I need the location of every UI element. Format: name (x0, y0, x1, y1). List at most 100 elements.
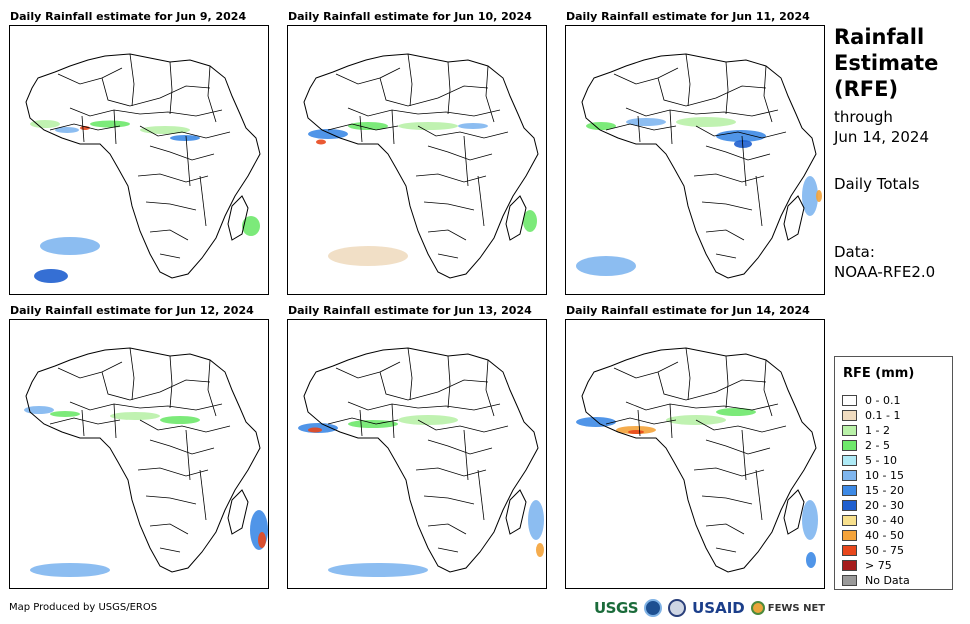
country-border (705, 523, 745, 535)
legend-item: 20 - 30 (842, 498, 904, 513)
country-border (637, 115, 641, 143)
country-border (69, 401, 223, 411)
country-border (715, 253, 737, 259)
rainfall-patch (328, 563, 428, 577)
country-border (755, 175, 763, 227)
rainfall-patch (806, 552, 816, 568)
country-border (415, 173, 487, 183)
country-border (705, 229, 745, 241)
map-panel-jun14 (565, 319, 825, 589)
rainfall-patch (308, 129, 348, 139)
country-border (437, 253, 459, 259)
legend-item: 0.1 - 1 (842, 408, 900, 423)
country-border (391, 109, 395, 145)
country-border (49, 417, 121, 425)
rainfall-patch (30, 120, 60, 128)
country-border (657, 371, 767, 401)
rainfall-patch (528, 500, 544, 540)
rainfall-patch (576, 417, 616, 427)
country-border (379, 371, 489, 401)
rainfall-patch (34, 269, 68, 283)
madagascar-outline (227, 195, 249, 241)
through-label: through (834, 108, 893, 126)
usgs-logo: USGS (594, 599, 639, 617)
africa-coastline (581, 53, 817, 279)
legend-item: > 75 (842, 558, 892, 573)
country-border (129, 347, 135, 401)
legend-label: 0 - 0.1 (865, 394, 901, 407)
country-border (359, 409, 363, 437)
country-border (185, 429, 191, 481)
legend-label: > 75 (865, 559, 892, 572)
madagascar-outline (783, 489, 805, 535)
country-border (149, 439, 215, 455)
africa-rainfall-map (298, 347, 544, 577)
country-border (695, 125, 787, 139)
country-border (423, 495, 475, 505)
map-panel-jun10 (287, 25, 547, 295)
legend-item: 0 - 0.1 (842, 393, 900, 408)
legend: RFE (mm) 0 - 0.1 0.1 - 1 1 - 2 2 - 5 5 - 10 1… (834, 356, 953, 590)
legend-swatch (842, 530, 857, 541)
country-border (137, 467, 209, 477)
legend-swatch (842, 560, 857, 571)
rainfall-patch (328, 246, 408, 266)
country-border (657, 77, 767, 107)
rainfall-patch (536, 543, 544, 557)
country-border (207, 359, 217, 417)
country-border (407, 347, 413, 401)
madagascar-outline (505, 195, 527, 241)
country-border (417, 125, 509, 139)
legend-item: 10 - 15 (842, 468, 904, 483)
legend-swatch (842, 575, 857, 586)
legend-item: 50 - 75 (842, 543, 904, 558)
country-border (391, 403, 395, 439)
rainfall-patch (316, 139, 326, 145)
country-border (463, 429, 469, 481)
country-border (57, 67, 123, 85)
country-border (669, 109, 673, 145)
country-border (335, 361, 401, 379)
country-border (113, 109, 117, 145)
legend-label: 5 - 10 (865, 454, 897, 467)
legend-item: 5 - 10 (842, 453, 897, 468)
country-border (347, 107, 501, 117)
country-border (685, 347, 691, 401)
legend-label: 2 - 5 (865, 439, 890, 452)
fews-net-logo: FEWS NET (750, 601, 825, 615)
rainfall-patch (523, 210, 537, 232)
rainfall-patch (40, 237, 100, 255)
totals-label: Daily Totals (834, 175, 920, 193)
legend-label: 30 - 40 (865, 514, 904, 527)
panel-title-jun10: Daily Rainfall estimate for Jun 10, 2024 (288, 10, 532, 23)
country-border (199, 175, 207, 227)
country-border (695, 419, 787, 433)
country-border (69, 107, 223, 117)
country-border (725, 61, 729, 115)
rainfall-patch (24, 406, 54, 414)
country-border (715, 547, 737, 553)
country-border (101, 371, 211, 401)
data-value: NOAA-RFE2.0 (834, 263, 936, 281)
country-border (81, 115, 85, 143)
country-border (49, 123, 121, 131)
country-border (725, 355, 729, 409)
footer-credit: Map Produced by USGS/EROS (9, 602, 158, 613)
africa-coastline (303, 53, 539, 279)
country-border (359, 115, 363, 143)
legend-label: 10 - 15 (865, 469, 904, 482)
africa-rainfall-map (24, 347, 268, 577)
country-border (159, 547, 181, 553)
logo-strip: USGS USAID FEWS NET (594, 596, 825, 620)
country-border (637, 409, 641, 437)
africa-rainfall-map (576, 53, 822, 279)
country-border (407, 53, 413, 107)
country-border (145, 201, 197, 211)
country-border (101, 77, 211, 107)
through-date: through Jun 14, 2024 (834, 107, 929, 147)
country-border (625, 401, 779, 411)
africa-rainfall-map (25, 53, 261, 283)
panel-title-jun12: Daily Rainfall estimate for Jun 12, 2024 (10, 304, 254, 317)
panel-title-jun9: Daily Rainfall estimate for Jun 9, 2024 (10, 10, 247, 23)
map-panel-jun12 (9, 319, 269, 589)
